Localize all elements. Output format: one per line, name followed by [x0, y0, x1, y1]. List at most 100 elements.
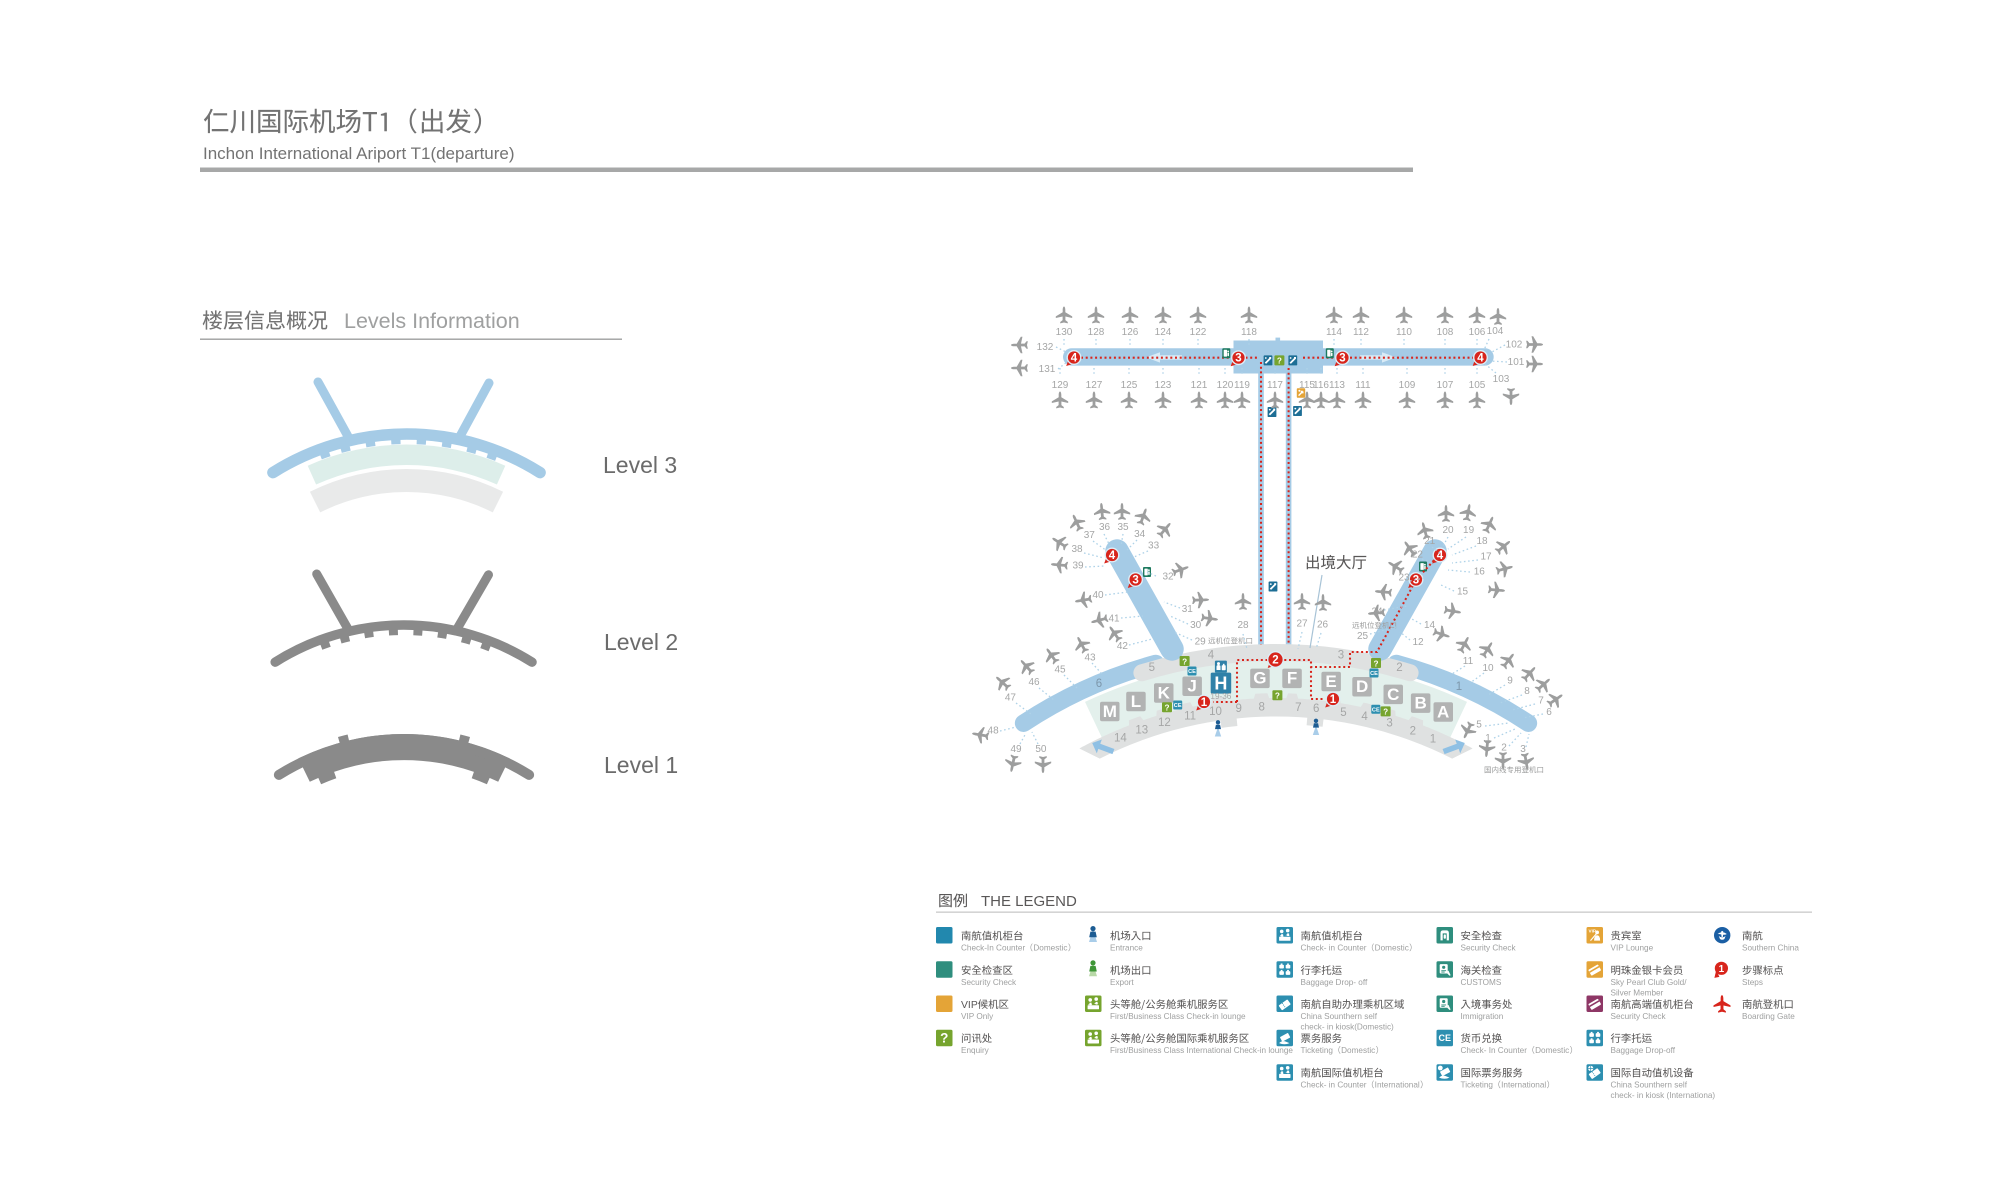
svg-text:31: 31 [1182, 604, 1194, 615]
svg-text:China Sounthern self: China Sounthern self [1301, 1012, 1378, 1021]
svg-text:26: 26 [1317, 620, 1329, 631]
svg-text:9: 9 [1507, 676, 1513, 687]
svg-text:22: 22 [1412, 550, 1424, 561]
svg-text:A: A [1437, 702, 1449, 721]
svg-text:110: 110 [1396, 327, 1412, 338]
svg-text:Southern China: Southern China [1742, 944, 1799, 953]
svg-text:步骤标点: 步骤标点 [1742, 965, 1784, 977]
svg-text:行李托运: 行李托运 [1611, 1033, 1653, 1045]
svg-text:南航国际值机柜台: 南航国际值机柜台 [1301, 1068, 1384, 1080]
svg-text:CE: CE [1438, 1033, 1451, 1043]
svg-text:Boarding Gate: Boarding Gate [1742, 1012, 1795, 1021]
svg-text:K: K [1158, 683, 1171, 702]
svg-text:CE: CE [1174, 703, 1182, 709]
svg-text:VIP Lounge: VIP Lounge [1611, 944, 1654, 953]
svg-text:Inchon International Ariport T: Inchon International Ariport T1(departur… [203, 144, 515, 163]
svg-text:Ticketing（Domestic）: Ticketing（Domestic） [1301, 1045, 1384, 1055]
svg-text:Baggage Drop-off: Baggage Drop-off [1611, 1046, 1676, 1055]
svg-text:贵宾室: 贵宾室 [1611, 931, 1642, 943]
svg-text:39: 39 [1072, 561, 1084, 572]
svg-text:6: 6 [1313, 703, 1319, 715]
svg-text:M: M [1103, 702, 1117, 721]
svg-text:5: 5 [1340, 707, 1346, 719]
svg-text:仁川国际机场T1（出发）: 仁川国际机场T1（出发） [203, 105, 498, 137]
svg-text:43: 43 [1084, 653, 1096, 664]
svg-text:11: 11 [1184, 711, 1196, 723]
svg-text:J: J [1187, 677, 1196, 696]
svg-text:China Sounthern self: China Sounthern self [1611, 1081, 1688, 1090]
svg-text:112: 112 [1353, 327, 1369, 338]
svg-text:32: 32 [1162, 572, 1174, 583]
svg-text:VIP候机区: VIP候机区 [961, 999, 1009, 1011]
svg-text:E: E [1325, 672, 1336, 691]
svg-text:Level 1: Level 1 [604, 752, 678, 778]
svg-text:远机位登机口: 远机位登机口 [1208, 637, 1253, 646]
svg-text:2: 2 [1501, 743, 1507, 754]
svg-text:35: 35 [1117, 522, 1129, 533]
svg-text:10: 10 [1209, 706, 1222, 718]
svg-text:104: 104 [1487, 326, 1504, 337]
svg-text:国际票务服务: 国际票务服务 [1461, 1068, 1523, 1080]
svg-text:16: 16 [1474, 566, 1486, 577]
svg-text:4: 4 [1109, 550, 1116, 562]
svg-text:Level 3: Level 3 [603, 452, 677, 478]
svg-text:First/Business Class Check-in: First/Business Class Check-in lounge [1110, 1012, 1246, 1021]
svg-text:102: 102 [1506, 340, 1523, 351]
svg-text:货币兑换: 货币兑换 [1461, 1033, 1503, 1045]
svg-text:5: 5 [1149, 662, 1155, 674]
svg-text:安全检查: 安全检查 [1461, 931, 1503, 943]
svg-text:国内线专用登机口: 国内线专用登机口 [1484, 766, 1544, 775]
svg-text:H: H [1214, 674, 1227, 694]
svg-text:票务服务: 票务服务 [1301, 1033, 1343, 1045]
svg-text:Security Check: Security Check [1611, 1012, 1667, 1021]
svg-text:15: 15 [1457, 586, 1469, 597]
svg-text:25: 25 [1357, 631, 1369, 642]
svg-text:L: L [1131, 692, 1141, 711]
svg-text:南航高端值机柜台: 南航高端值机柜台 [1611, 999, 1694, 1011]
svg-text:8: 8 [1524, 686, 1530, 697]
svg-text:Check- in Counter（Domestic）: Check- in Counter（Domestic） [1301, 943, 1417, 953]
svg-text:116: 116 [1313, 380, 1329, 391]
svg-text:17: 17 [1480, 551, 1492, 562]
svg-text:C: C [1387, 685, 1399, 704]
svg-text:8: 8 [1258, 702, 1264, 714]
svg-text:113: 113 [1329, 380, 1345, 391]
svg-text:4: 4 [1208, 650, 1215, 662]
svg-text:头等舱/公务舱乘机服务区: 头等舱/公务舱乘机服务区 [1110, 999, 1228, 1011]
svg-text:CUSTOMS: CUSTOMS [1461, 978, 1502, 987]
svg-text:CE: CE [1370, 671, 1378, 677]
svg-text:明珠金银卡会员: 明珠金银卡会员 [1611, 965, 1684, 977]
svg-text:3: 3 [1235, 353, 1241, 365]
svg-text:南航登机口: 南航登机口 [1742, 999, 1794, 1011]
svg-text:入境事务处: 入境事务处 [1461, 999, 1514, 1011]
svg-text:行李托运: 行李托运 [1301, 965, 1343, 977]
svg-text:南航自助办理乘机区域: 南航自助办理乘机区域 [1301, 999, 1405, 1011]
svg-text:14: 14 [1114, 733, 1127, 745]
svg-text:?: ? [1164, 704, 1169, 713]
svg-text:图例: 图例 [938, 892, 968, 910]
svg-text:南航: 南航 [1742, 931, 1763, 943]
svg-text:33: 33 [1148, 541, 1160, 552]
svg-text:Security Check: Security Check [1461, 944, 1517, 953]
svg-text:Baggage Drop- off: Baggage Drop- off [1301, 978, 1368, 987]
svg-text:107: 107 [1437, 380, 1454, 391]
svg-text:119: 119 [1234, 380, 1250, 391]
svg-text:121: 121 [1191, 380, 1208, 391]
svg-text:3: 3 [1413, 575, 1419, 587]
svg-text:47: 47 [1005, 692, 1017, 703]
svg-text:122: 122 [1190, 327, 1207, 338]
svg-text:6: 6 [1546, 707, 1552, 718]
svg-text:VIP: VIP [1589, 929, 1596, 934]
svg-text:国际自动值机设备: 国际自动值机设备 [1611, 1068, 1695, 1080]
svg-text:50: 50 [1035, 744, 1047, 755]
svg-text:海关检查: 海关检查 [1461, 965, 1503, 977]
svg-text:29: 29 [1195, 636, 1207, 647]
svg-text:105: 105 [1469, 380, 1486, 391]
svg-text:?: ? [1182, 657, 1187, 666]
svg-text:?: ? [1373, 659, 1378, 668]
svg-text:Steps: Steps [1742, 978, 1763, 987]
svg-text:111: 111 [1355, 380, 1371, 391]
svg-text:46: 46 [1028, 677, 1040, 688]
svg-text:3: 3 [1338, 650, 1344, 662]
svg-text:Sky Pearl Club Gold/: Sky Pearl Club Gold/ [1611, 978, 1688, 987]
